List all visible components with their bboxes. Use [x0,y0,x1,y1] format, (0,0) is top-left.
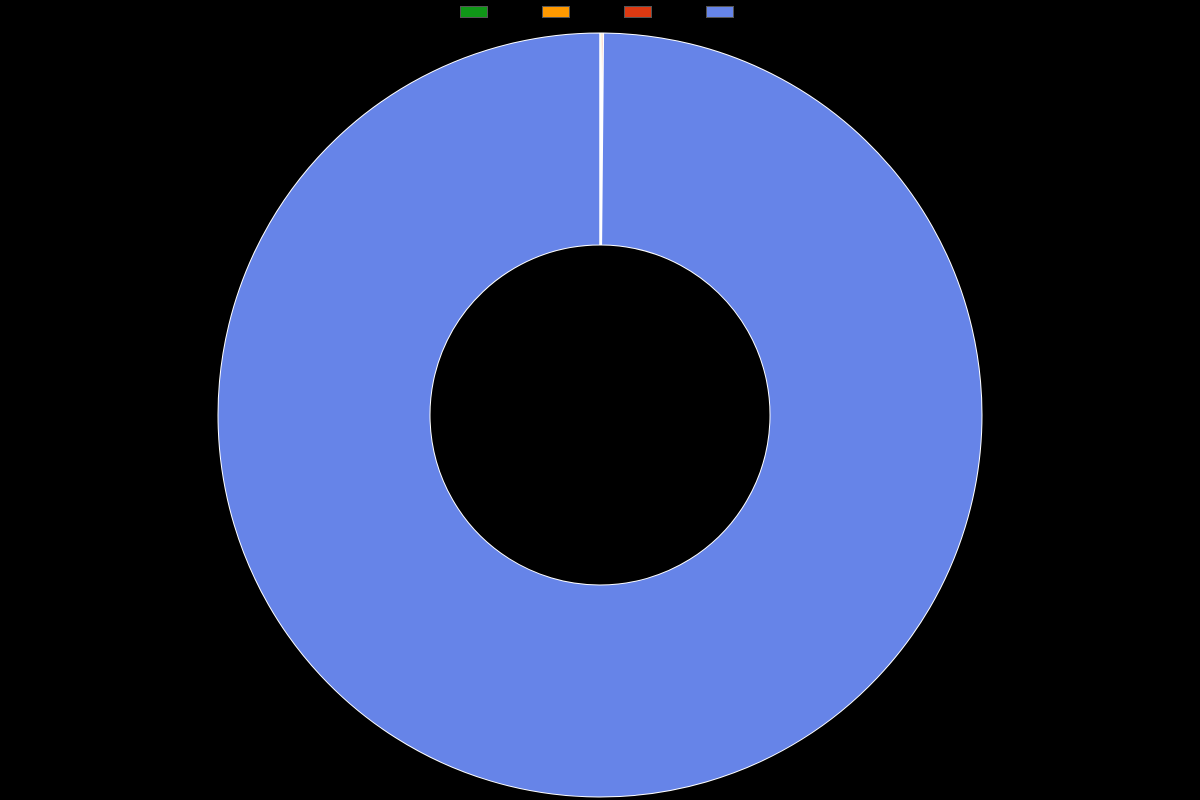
chart-container [0,0,1200,800]
donut-chart [0,0,1200,800]
